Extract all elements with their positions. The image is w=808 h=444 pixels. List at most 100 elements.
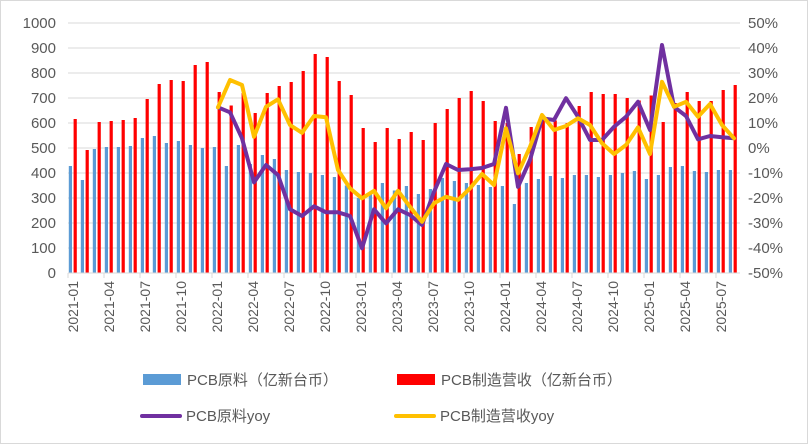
legend-item-raw-material-yoy[interactable]: PCB原料yoy [140,405,270,426]
right-axis-tick-label: 50% [748,15,778,32]
bar-raw-material [548,176,552,273]
bar-manufacturing-revenue [709,101,713,273]
right-axis-tick-label: -20% [748,190,783,207]
bar-manufacturing-revenue [349,95,353,273]
bar-raw-material [560,178,564,273]
bar-raw-material [512,204,516,273]
left-axis-tick-label: 700 [31,90,56,107]
bar-raw-material [296,172,300,273]
bar-raw-material [164,143,168,273]
legend-swatch-red [397,374,435,385]
bar-raw-material [92,149,96,273]
x-axis-tick-label: 2022-07 [281,281,297,333]
left-axis-tick-label: 200 [31,215,56,232]
bar-manufacturing-revenue [241,93,245,273]
x-axis-tick-label: 2024-07 [569,281,585,333]
bar-manufacturing-revenue [553,120,557,273]
x-axis-tick-label: 2022-04 [245,281,261,333]
bar-raw-material [200,148,204,273]
left-axis-tick-label: 300 [31,190,56,207]
bar-raw-material [416,194,420,273]
bar-raw-material [152,136,156,273]
bar-manufacturing-revenue [97,122,101,273]
bar-manufacturing-revenue [421,140,425,273]
left-axis-tick-label: 400 [31,165,56,182]
legend-label: PCB制造营收（亿新台币） [441,372,622,389]
bar-manufacturing-revenue [577,106,581,273]
bar-manufacturing-revenue [145,99,149,273]
legend-swatch-blue [143,374,181,385]
bar-raw-material [584,175,588,273]
left-axis-tick-label: 900 [31,40,56,57]
bar-raw-material [500,186,504,273]
legend-swatch-purple [140,413,182,418]
left-axis-tick-label: 800 [31,65,56,82]
bar-manufacturing-revenue [73,119,77,273]
bar-raw-material [464,183,468,273]
x-axis-tick-label: 2023-01 [353,281,369,333]
bar-raw-material [620,173,624,273]
bar-manufacturing-revenue [313,54,317,273]
bar-raw-material [68,166,72,273]
x-axis-tick-label: 2024-04 [533,281,549,333]
bar-manufacturing-revenue [229,105,233,273]
legend-item-manufacturing-revenue[interactable]: PCB制造营收（亿新台币） [397,369,622,390]
bar-raw-material [404,186,408,273]
bar-raw-material [176,141,180,273]
bar-raw-material [716,170,720,273]
bar-manufacturing-revenue [157,84,161,273]
x-axis-tick-label: 2024-10 [605,281,621,333]
right-axis-tick-label: 40% [748,40,778,57]
bar-manufacturing-revenue [685,92,689,273]
bar-manufacturing-revenue [265,93,269,273]
legend-label: PCB原料（亿新台币） [187,372,338,389]
bar-raw-material [632,171,636,273]
bar-raw-material [668,167,672,273]
bar-manufacturing-revenue [541,119,545,273]
bar-manufacturing-revenue [481,101,485,273]
bar-raw-material [368,193,372,273]
bar-manufacturing-revenue [85,150,89,273]
bar-raw-material [212,147,216,273]
legend-item-raw-material[interactable]: PCB原料（亿新台币） [143,369,338,390]
right-axis-tick-label: 20% [748,90,778,107]
bar-raw-material [380,183,384,273]
bar-manufacturing-revenue [121,120,125,273]
left-axis-tick-label: 0 [48,265,56,282]
left-axis-tick-label: 600 [31,115,56,132]
bar-raw-material [80,180,84,273]
x-axis-tick-label: 2025-01 [641,281,657,333]
bar-manufacturing-revenue [673,103,677,273]
bar-manufacturing-revenue [697,101,701,273]
line-raw-material-yoy [216,43,736,251]
line-manufacturing-revenue-yoy [216,78,736,224]
bar-raw-material [128,146,132,273]
legend-label: PCB制造营收yoy [440,408,555,425]
bar-manufacturing-revenue [409,132,413,273]
bar-manufacturing-revenue [565,123,569,273]
bar-manufacturing-revenue [613,94,617,273]
bar-raw-material [644,179,648,273]
bar-manufacturing-revenue [373,142,377,273]
axes: 0 100 200 300 400 500 600 700 800 900 1000 -50% -40%… [23,15,783,332]
x-axis-tick-label: 2022-10 [317,281,333,333]
bar-raw-material [452,181,456,273]
bar-raw-material [392,190,396,273]
bars [68,54,737,273]
x-axis-tick-label: 2023-07 [425,281,441,333]
bar-manufacturing-revenue [337,81,341,273]
left-axis-tick-label: 100 [31,240,56,257]
right-axis-tick-label: 10% [748,115,778,132]
bar-manufacturing-revenue [193,65,197,273]
bar-manufacturing-revenue [517,154,521,273]
bar-raw-material [476,185,480,273]
bar-manufacturing-revenue [661,122,665,273]
right-axis-tick-label: 30% [748,65,778,82]
bar-raw-material [308,173,312,273]
legend-item-manufacturing-revenue-yoy[interactable]: PCB制造营收yoy [394,405,554,426]
bar-raw-material [536,179,540,273]
bar-raw-material [236,145,240,273]
bar-manufacturing-revenue [253,113,257,273]
bar-manufacturing-revenue [601,94,605,273]
